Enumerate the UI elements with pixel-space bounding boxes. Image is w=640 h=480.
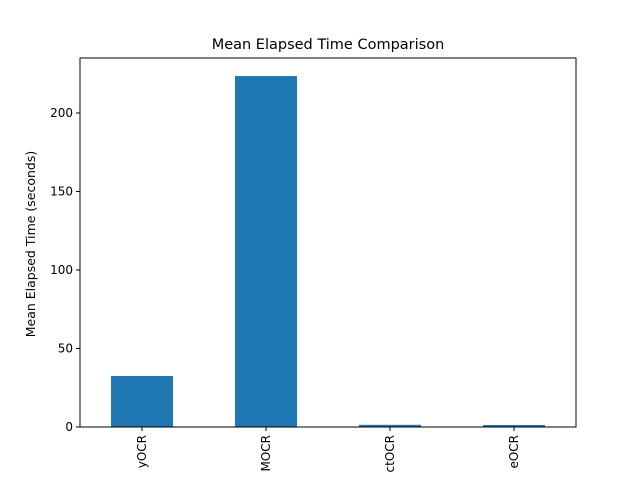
y-axis: 0 50 100 150 200 [50, 106, 80, 434]
y-tick-label: 50 [58, 341, 73, 355]
x-tick-label: MOCR [259, 435, 273, 472]
x-axis: yOCR MOCR ctOCR eOCR [135, 427, 521, 472]
y-axis-label: Mean Elapsed Time (seconds) [23, 151, 38, 338]
bars [111, 76, 545, 428]
x-tick-label: yOCR [135, 435, 149, 468]
bar-eocr [483, 424, 545, 427]
bar-ctocr [359, 424, 421, 427]
y-tick-label: 200 [50, 106, 73, 120]
bar-yocr [111, 375, 173, 427]
y-tick-label: 0 [65, 420, 73, 434]
plot-frame [79, 57, 577, 428]
x-tick-label: ctOCR [383, 435, 397, 472]
bar-mocr [235, 76, 297, 428]
chart-title: Mean Elapsed Time Comparison [212, 37, 445, 53]
x-tick-label: eOCR [507, 435, 521, 469]
y-tick-label: 100 [50, 263, 73, 277]
y-tick-label: 150 [50, 184, 73, 198]
